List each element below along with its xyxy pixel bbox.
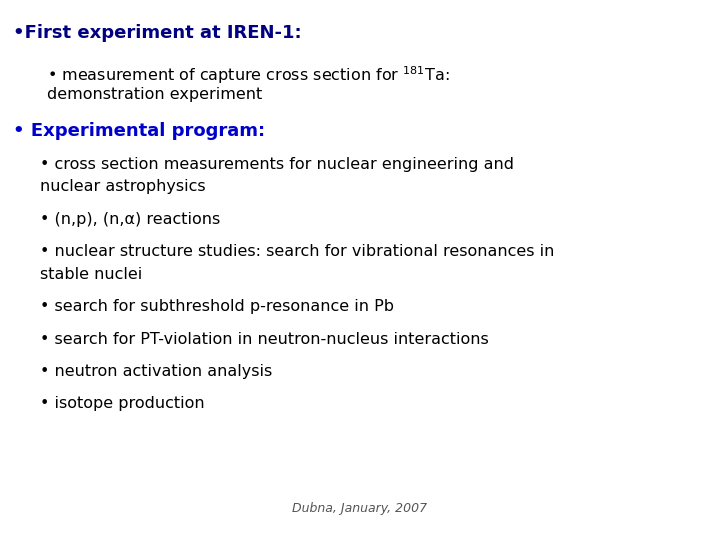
Text: • isotope production: • isotope production [40, 396, 204, 411]
Text: •First experiment at IREN-1:: •First experiment at IREN-1: [13, 24, 302, 42]
Text: • measurement of capture cross section for $^{181}$Ta:: • measurement of capture cross section f… [47, 65, 449, 86]
Text: • neutron activation analysis: • neutron activation analysis [40, 364, 272, 379]
Text: • search for subthreshold p-resonance in Pb: • search for subthreshold p-resonance in… [40, 299, 394, 314]
Text: demonstration experiment: demonstration experiment [47, 87, 262, 103]
Text: • nuclear structure studies: search for vibrational resonances in: • nuclear structure studies: search for … [40, 244, 554, 259]
Text: nuclear astrophysics: nuclear astrophysics [40, 179, 205, 194]
Text: • (n,p), (n,α) reactions: • (n,p), (n,α) reactions [40, 212, 220, 227]
Text: stable nuclei: stable nuclei [40, 267, 142, 282]
Text: • Experimental program:: • Experimental program: [13, 122, 265, 139]
Text: Dubna, January, 2007: Dubna, January, 2007 [292, 502, 428, 515]
Text: • search for PT-violation in neutron-nucleus interactions: • search for PT-violation in neutron-nuc… [40, 332, 488, 347]
Text: • cross section measurements for nuclear engineering and: • cross section measurements for nuclear… [40, 157, 513, 172]
